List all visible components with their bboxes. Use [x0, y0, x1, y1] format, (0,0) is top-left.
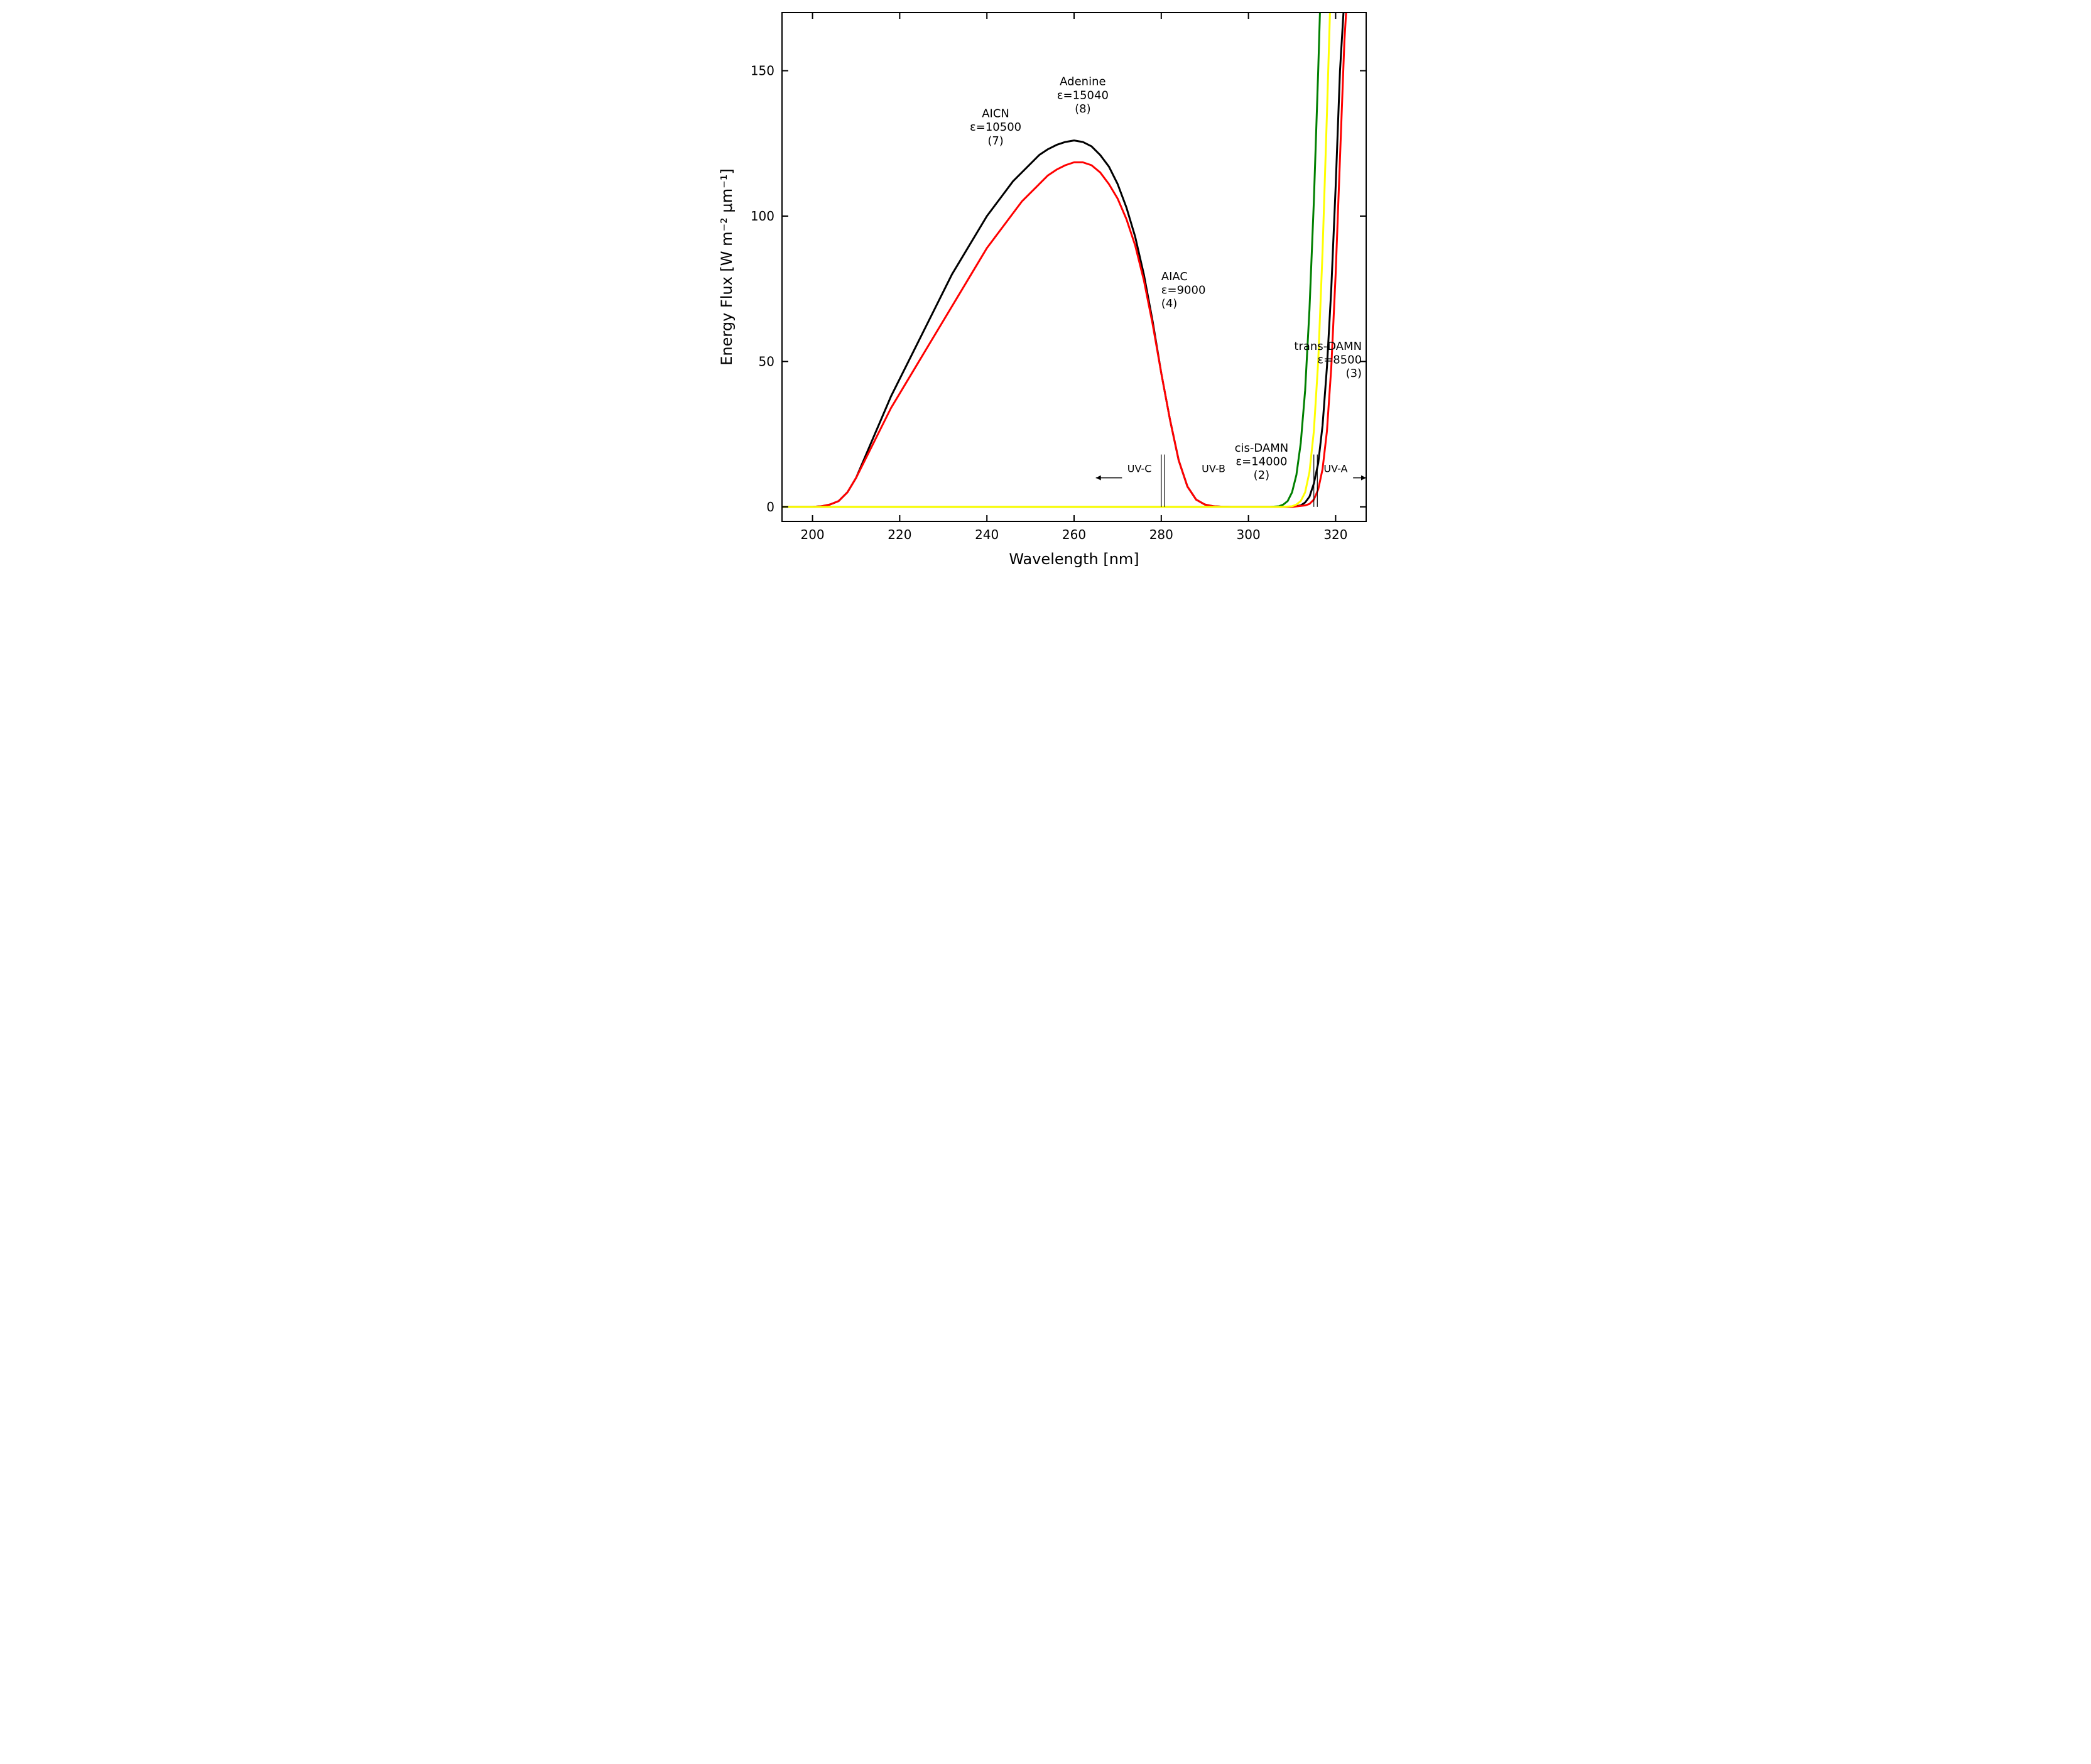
uva-label: UV-A	[1323, 462, 1347, 474]
aicn-label-line: ε=10500	[970, 121, 1021, 134]
aiac-label-line: ε=9000	[1161, 283, 1205, 297]
ytick-label: 0	[766, 499, 774, 514]
cis-damn-label-line: ε=14000	[1236, 455, 1287, 469]
adenine-label-line: ε=15040	[1056, 89, 1108, 102]
uvc-label: UV-C	[1127, 462, 1151, 474]
trans-damn-label-line: trans-DAMN	[1294, 340, 1362, 353]
chart-background	[700, 0, 1391, 583]
aiac-label-line: (4)	[1161, 297, 1177, 310]
energy-flux-chart: 200 220 240 260 280 300 320 0 50 100 150 Wavelength…	[700, 0, 1391, 583]
y-axis-label: Energy Flux [W m⁻² μm⁻¹]	[718, 168, 736, 366]
xtick-label: 260	[1062, 527, 1085, 542]
aiac-label-line: AIAC	[1161, 270, 1187, 283]
xtick-label: 300	[1236, 527, 1260, 542]
uvb-label: UV-B	[1202, 462, 1225, 474]
uvc-label-line: UV-C	[1127, 462, 1151, 474]
aicn-label-line: (7)	[987, 134, 1004, 148]
xtick-label: 280	[1149, 527, 1173, 542]
ytick-label: 150	[750, 63, 774, 79]
xtick-label: 200	[800, 527, 824, 542]
adenine-label-line: (8)	[1075, 102, 1091, 116]
cis-damn-label-line: cis-DAMN	[1234, 442, 1288, 455]
x-axis-label: Wavelength [nm]	[1009, 550, 1139, 568]
uvb-label-line: UV-B	[1202, 462, 1225, 474]
chart-container: 200 220 240 260 280 300 320 0 50 100 150 Wavelength…	[700, 0, 1391, 583]
ytick-label: 100	[750, 209, 774, 224]
trans-damn-label-line: (3)	[1345, 367, 1362, 380]
trans-damn-label-line: ε=8500	[1317, 354, 1362, 367]
adenine-label-line: Adenine	[1060, 75, 1105, 89]
xtick-label: 320	[1323, 527, 1347, 542]
xtick-label: 240	[975, 527, 999, 542]
aicn-label-line: AICN	[982, 107, 1009, 121]
uva-label-line: UV-A	[1323, 462, 1347, 474]
ytick-label: 50	[758, 354, 774, 369]
xtick-label: 220	[888, 527, 911, 542]
cis-damn-label-line: (2)	[1253, 469, 1269, 482]
